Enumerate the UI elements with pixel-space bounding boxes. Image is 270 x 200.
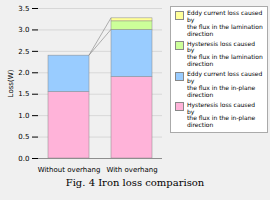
html-text:Fig. 4 Iron loss comparison: Fig. 4 Iron loss comparison <box>65 177 205 188</box>
html-text:Hysteresis loss caused by the: Hysteresis loss caused by the flux in th… <box>187 39 263 68</box>
svg-text:1.0: 1.0 <box>18 112 29 120</box>
svg-text:Loss(W): Loss(W) <box>7 69 15 97</box>
svg-text:3.0: 3.0 <box>18 26 29 34</box>
svg-text:With overhang: With overhang <box>106 166 157 174</box>
svg-text:Without overhang: Without overhang <box>38 166 101 174</box>
html-text:Eddy current loss caused by th: Eddy current loss caused by the flux in … <box>187 9 263 37</box>
svg-text:2.5: 2.5 <box>18 48 29 56</box>
html-text:Hysteresis loss caused by the: Hysteresis loss caused by the flux in th… <box>187 100 256 129</box>
svg-text:0.0: 0.0 <box>18 155 29 163</box>
svg-text:1.5: 1.5 <box>18 90 29 98</box>
svg-text:0.5: 0.5 <box>18 133 29 141</box>
html-text:Eddy current loss caused by th: Eddy current loss caused by the flux in … <box>187 70 263 98</box>
svg-text:2.0: 2.0 <box>18 69 29 77</box>
svg-text:3.5: 3.5 <box>18 5 29 13</box>
